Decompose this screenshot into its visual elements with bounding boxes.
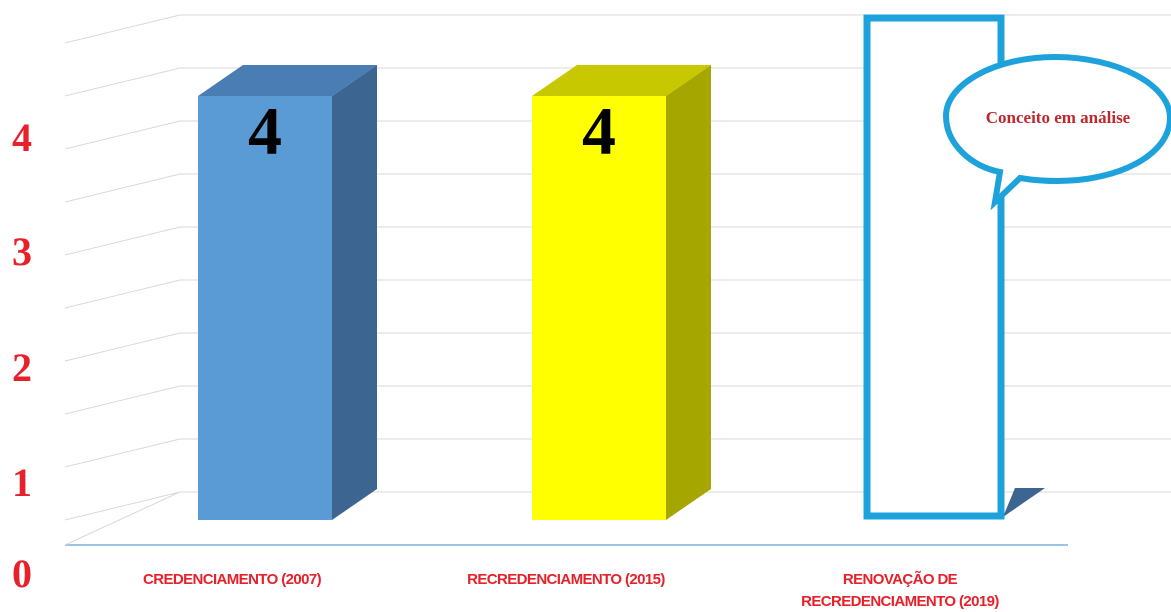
gridline-side	[64, 173, 181, 203]
y-tick-label: 0	[12, 551, 32, 596]
data-label: 4	[582, 93, 616, 169]
axes	[64, 491, 1068, 546]
y-tick-label: 1	[12, 460, 32, 505]
floor-edge	[64, 491, 181, 546]
gridline-side	[64, 226, 181, 256]
bar-top	[198, 65, 377, 96]
annotation-text: Conceito em análise	[986, 108, 1131, 127]
bar	[198, 96, 332, 520]
gridline-side	[64, 14, 181, 44]
gridline-side	[64, 438, 181, 468]
gridline-side	[64, 67, 181, 97]
bar-shadow	[1003, 488, 1045, 517]
gridline-side	[64, 120, 181, 150]
bar-side	[666, 65, 711, 520]
x-tick-label: RECREDENCIAMENTO (2015)	[467, 571, 665, 588]
gridline-side	[64, 491, 181, 521]
bar-top	[532, 65, 711, 96]
x-tick-label: CREDENCIAMENTO (2007)	[143, 571, 322, 588]
gridline-side	[64, 332, 181, 362]
bar-side	[332, 65, 377, 520]
x-tick-label: RECREDENCIAMENTO (2019)	[801, 593, 999, 610]
gridline-side	[64, 279, 181, 309]
bar	[532, 96, 666, 520]
y-tick-label: 3	[12, 229, 32, 274]
y-tick-label: 4	[12, 115, 32, 160]
x-tick-label: RENOVAÇÃO DE	[843, 570, 958, 588]
y-tick-label: 2	[12, 345, 32, 390]
speech-bubble	[942, 53, 1171, 211]
gridline-side	[64, 385, 181, 415]
bars	[198, 14, 1045, 520]
annotation-layer: Conceito em análise	[942, 53, 1171, 211]
data-label: 4	[248, 93, 282, 169]
labels: 0 1 2 3 4 4 4 CREDENCIAMENTO (2007) RECREDENCIAM…	[12, 93, 1000, 610]
